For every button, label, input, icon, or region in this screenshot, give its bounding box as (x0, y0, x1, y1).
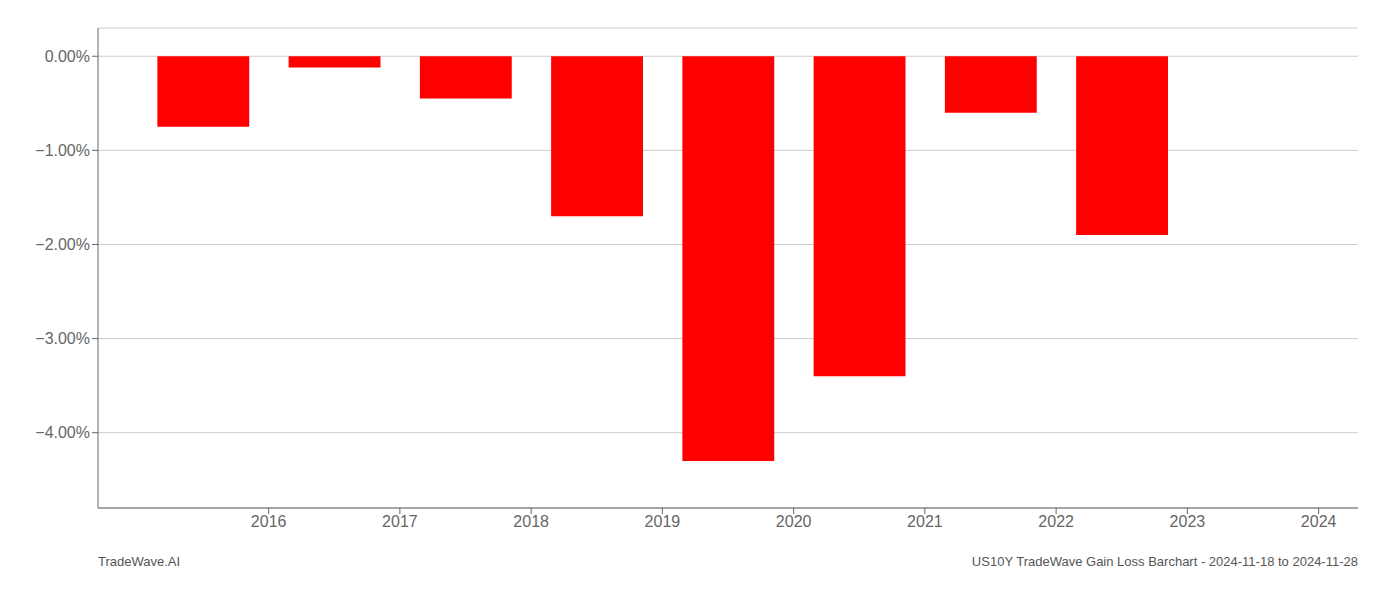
svg-text:−1.00%: −1.00% (35, 142, 90, 159)
svg-text:2018: 2018 (513, 513, 549, 530)
svg-text:2020: 2020 (776, 513, 812, 530)
svg-text:2023: 2023 (1170, 513, 1206, 530)
svg-text:2024: 2024 (1301, 513, 1337, 530)
svg-text:−2.00%: −2.00% (35, 236, 90, 253)
svg-text:2022: 2022 (1038, 513, 1074, 530)
svg-text:0.00%: 0.00% (45, 48, 90, 65)
html-text:US10Y TradeWave Gain Loss Barc: US10Y TradeWave Gain Loss Barchart - 202… (971, 554, 1358, 569)
html-text:TradeWave.AI: TradeWave.AI (98, 554, 181, 569)
svg-text:2021: 2021 (907, 513, 943, 530)
svg-text:−4.00%: −4.00% (35, 424, 90, 441)
svg-text:2019: 2019 (645, 513, 681, 530)
svg-text:−3.00%: −3.00% (35, 330, 90, 347)
svg-text:2017: 2017 (382, 513, 418, 530)
svg-text:2016: 2016 (251, 513, 287, 530)
